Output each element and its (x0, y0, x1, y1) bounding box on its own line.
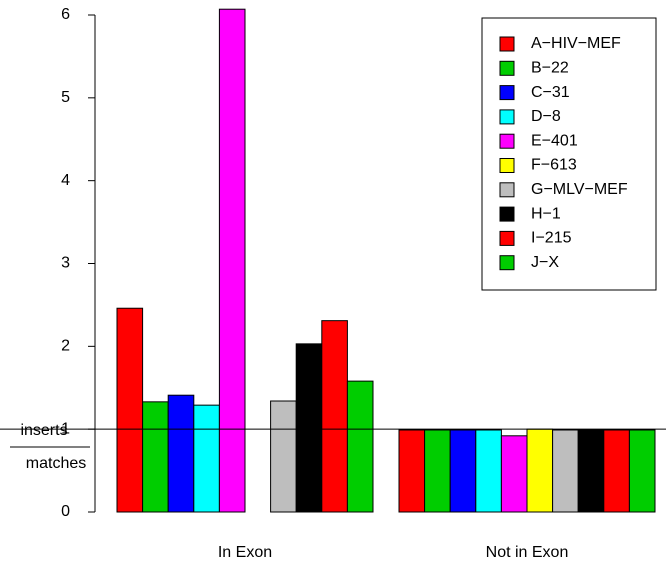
y-tick-label: 3 (61, 255, 70, 272)
y-tick-label: 0 (61, 503, 70, 520)
x-tick-label: Not in Exon (486, 544, 569, 561)
y-tick-label: 4 (61, 172, 70, 189)
legend-label: A−HIV−MEF (531, 35, 621, 52)
bar (346, 380, 374, 513)
bar (449, 429, 477, 513)
legend-label: H−1 (531, 205, 561, 222)
legend-label: J−X (531, 254, 559, 271)
bar (193, 404, 220, 513)
bar (142, 401, 169, 513)
bar (218, 8, 246, 513)
ylabel-numerator: inserts (20, 422, 67, 439)
legend-label: B−22 (531, 60, 569, 77)
legend-swatch (499, 158, 515, 173)
legend-label: G−MLV−MEF (531, 181, 628, 198)
bar (577, 429, 605, 513)
bar (270, 400, 297, 513)
bar (552, 429, 579, 513)
bar (424, 429, 451, 513)
legend-swatch (499, 182, 515, 198)
legend-label: I−215 (531, 230, 572, 247)
legend-swatch (499, 255, 515, 271)
bar (603, 429, 630, 513)
legend-swatch (499, 206, 515, 222)
y-tick-label: 5 (61, 89, 70, 106)
y-tick-label: 2 (61, 338, 70, 355)
legend-swatch (499, 36, 515, 52)
bar (628, 429, 656, 513)
legend-box (481, 17, 657, 291)
legend-swatch (499, 109, 515, 125)
legend-swatch (499, 230, 515, 246)
legend-label: D−8 (531, 108, 561, 125)
legend-swatch (499, 85, 515, 101)
bar (116, 307, 144, 513)
ylabel-denominator: matches (26, 455, 86, 472)
bar (526, 428, 554, 513)
bar (500, 435, 528, 513)
legend-label: C−31 (531, 84, 570, 101)
legend-label: F−613 (531, 157, 577, 174)
bar (295, 343, 323, 513)
bar (321, 320, 348, 513)
bar (398, 429, 426, 513)
bar (475, 429, 502, 513)
legend-label: E−401 (531, 132, 578, 149)
y-tick-label: 6 (61, 6, 70, 23)
bar (167, 394, 195, 513)
x-tick-label: In Exon (218, 544, 272, 561)
legend-swatch (499, 60, 515, 76)
legend-swatch (499, 133, 515, 149)
